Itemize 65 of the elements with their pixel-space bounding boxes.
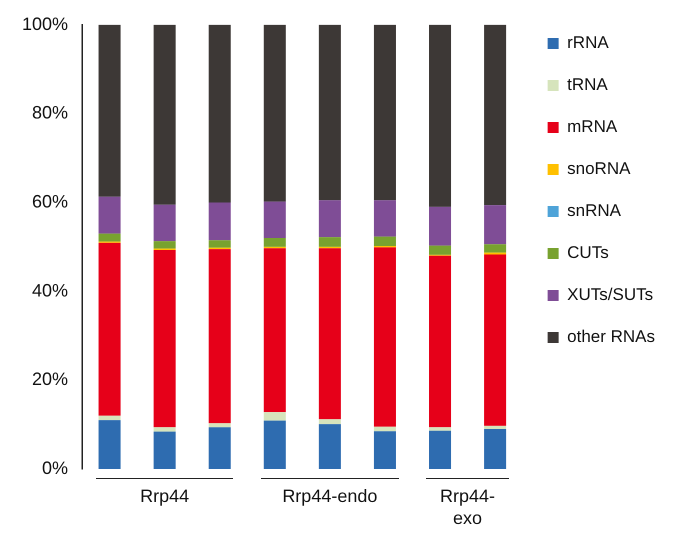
bar [264, 412, 286, 421]
bar [154, 432, 176, 469]
bar [264, 238, 286, 247]
bar [154, 204, 176, 242]
bar [208, 249, 231, 424]
bar [98, 196, 121, 234]
y-tick-label: 80% [32, 102, 68, 123]
bar [154, 24, 176, 205]
bar [318, 419, 341, 424]
bar [374, 431, 396, 469]
bar [484, 24, 506, 206]
bar [264, 202, 286, 238]
bar [484, 426, 506, 430]
bar [374, 236, 396, 246]
bar [374, 24, 396, 200]
bar [208, 427, 231, 469]
bar [98, 24, 121, 197]
bar [429, 24, 452, 207]
bar [429, 256, 452, 428]
bar [318, 24, 341, 200]
legend-label: other RNAs [567, 327, 656, 346]
bar [429, 430, 452, 469]
y-tick-label: 20% [32, 369, 68, 390]
legend-label: mRNA [567, 117, 618, 136]
bar [98, 242, 121, 416]
text: Rrp44 [139, 485, 190, 507]
y-tick-label: 100% [22, 14, 68, 34]
bar [154, 241, 176, 249]
bar [154, 250, 176, 428]
bar [429, 427, 452, 431]
legend-label: rRNA [567, 33, 610, 52]
bar [374, 200, 396, 237]
legend-label: tRNA [567, 75, 608, 94]
bar [208, 24, 231, 202]
bar [264, 420, 286, 469]
bar [318, 424, 341, 469]
bar [154, 427, 176, 432]
bar [318, 200, 341, 238]
bar [484, 244, 506, 253]
y-tick-label: 0% [42, 458, 68, 478]
y-tick-label: 60% [32, 191, 68, 212]
bar [98, 416, 121, 420]
legend-label: CUTs [567, 243, 609, 262]
legend-label: snoRNA [567, 159, 632, 178]
bar [208, 423, 231, 428]
bar [484, 254, 506, 426]
bar [318, 248, 341, 420]
bar [318, 237, 341, 247]
bar [429, 246, 452, 255]
bar [374, 426, 396, 432]
legend-label: snRNA [567, 201, 622, 220]
bar [208, 202, 231, 240]
y-tick-label: 40% [32, 280, 68, 300]
bar [374, 247, 396, 427]
text: Rrp44-exo [439, 485, 496, 529]
bar [484, 429, 506, 469]
bar [98, 234, 121, 242]
bar [208, 240, 231, 248]
text: Rrp44-endo [281, 485, 378, 507]
legend-label: XUTs/SUTs [567, 285, 654, 304]
bar [264, 248, 286, 412]
bar [484, 205, 506, 244]
bar [264, 24, 286, 202]
bar [98, 420, 121, 469]
bar [429, 206, 452, 246]
